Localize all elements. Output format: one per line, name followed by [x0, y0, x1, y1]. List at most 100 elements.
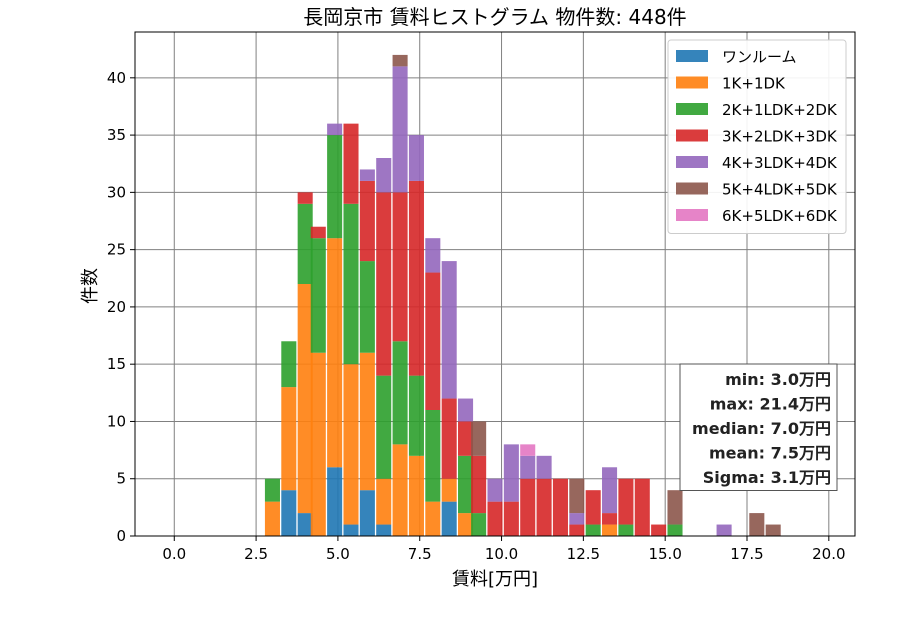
bar-segment-3K+2LDK+3DK [618, 478, 634, 525]
bar-segment-4K+3LDK+4DK [487, 478, 503, 502]
bar-segment-2K+1LDK+2DK [264, 478, 280, 502]
bar-segment-3K+2LDK+3DK [552, 478, 568, 536]
chart-title: 長岡京市 賃料ヒストグラム 物件数: 448件 [303, 5, 686, 29]
bar-segment-1K+1DK [441, 478, 457, 502]
legend-label: ワンルーム [722, 48, 797, 66]
legend-swatch [676, 103, 708, 115]
stats-line: median: 7.0万円 [692, 419, 831, 438]
bar-segment-5K+4LDK+5DK [749, 513, 765, 536]
bar-segment-3K+2LDK+3DK [441, 398, 457, 479]
bar-segment-4K+3LDK+4DK [716, 524, 732, 536]
bar-segment-3K+2LDK+3DK [651, 524, 667, 536]
x-tick-label: 2.5 [244, 545, 268, 563]
y-tick-label: 30 [107, 183, 126, 201]
bars-group [264, 54, 781, 536]
bar-segment-3K+2LDK+3DK [359, 180, 375, 262]
stats-frame [679, 363, 838, 491]
bar-segment-3K+2LDK+3DK [408, 180, 424, 376]
legend-swatch [676, 50, 708, 62]
y-tick-label: 20 [107, 298, 126, 316]
bar-segment-3K+2LDK+3DK [602, 513, 618, 525]
bar-segment-ワンルーム [297, 513, 313, 536]
stats-line: max: 21.4万円 [710, 395, 831, 414]
bar-segment-4K+3LDK+4DK [458, 398, 474, 422]
bar-segment-2K+1LDK+2DK [585, 524, 601, 536]
bar-segment-4K+3LDK+4DK [503, 444, 519, 502]
bar-segment-1K+1DK [602, 524, 618, 536]
plot-frame [134, 31, 856, 537]
y-axis-label: 件数 [80, 268, 101, 304]
legend-swatch [676, 182, 708, 195]
legend-label: 1K+1DK [722, 75, 786, 93]
x-tick-label: 20.0 [812, 545, 845, 563]
x-tick-label: 12.5 [567, 545, 600, 563]
stats-box: min: 3.0万円 max: 21.4万円 median: 7.0万円 mean: … [679, 363, 838, 491]
legend-label: 5K+4LDK+5DK [722, 181, 838, 199]
bar-segment-3K+2LDK+3DK [458, 421, 474, 456]
bar-segment-2K+1LDK+2DK [343, 203, 359, 365]
bar-segment-2K+1LDK+2DK [471, 513, 487, 536]
bar-segment-3K+2LDK+3DK [392, 192, 408, 342]
bar-segment-2K+1LDK+2DK [408, 375, 424, 456]
x-tick-label: 5.0 [326, 545, 350, 563]
bar-segment-3K+2LDK+3DK [569, 524, 585, 536]
bar-segment-5K+4LDK+5DK [569, 478, 585, 514]
bar-segment-3K+2LDK+3DK [585, 490, 601, 525]
bar-segment-4K+3LDK+4DK [536, 455, 552, 479]
bar-segment-ワンルーム [441, 501, 457, 536]
bar-segment-1K+1DK [264, 501, 280, 536]
bar-segment-2K+1LDK+2DK [618, 524, 634, 536]
bar-segment-1K+1DK [281, 387, 297, 491]
bar-segment-4K+3LDK+4DK [425, 238, 441, 273]
bar-segment-4K+3LDK+4DK [602, 467, 618, 514]
bar-segment-2K+1LDK+2DK [458, 455, 474, 514]
y-tick-label: 40 [107, 69, 126, 87]
bar-segment-2K+1LDK+2DK [281, 341, 297, 388]
bar-segment-3K+2LDK+3DK [376, 192, 392, 376]
x-axis-label: 賃料[万円] [452, 569, 538, 590]
bar-segment-4K+3LDK+4DK [441, 261, 457, 399]
legend-label: 4K+3LDK+4DK [722, 154, 838, 172]
stats-line: min: 3.0万円 [725, 370, 831, 389]
x-tick-label: 15.0 [648, 545, 681, 563]
bar-segment-4K+3LDK+4DK [359, 169, 375, 181]
bar-segment-5K+4LDK+5DK [765, 524, 781, 536]
legend-box [667, 39, 847, 234]
legend-label: 3K+2LDK+3DK [722, 128, 838, 146]
stats-line: Sigma: 3.1万円 [703, 468, 831, 487]
bar-segment-5K+4LDK+5DK [667, 490, 683, 525]
bar-segment-3K+2LDK+3DK [503, 501, 519, 536]
bar-segment-1K+1DK [297, 284, 313, 514]
bar-segment-1K+1DK [327, 238, 343, 468]
bar-segment-3K+2LDK+3DK [536, 478, 552, 536]
bar-segment-3K+2LDK+3DK [310, 226, 326, 239]
legend-swatch [676, 156, 708, 168]
bar-segment-3K+2LDK+3DK [487, 501, 503, 536]
bar-segment-1K+1DK [392, 444, 408, 536]
bar-segment-4K+3LDK+4DK [376, 158, 392, 193]
bar-segment-4K+3LDK+4DK [408, 135, 424, 181]
y-tick-label: 5 [116, 470, 126, 488]
legend-swatch [676, 129, 708, 142]
axes-group: 0.0 2.5 5.0 7.5 10.0 12.5 15.0 17.5 20.0 0 5 10 15 20… [107, 31, 856, 563]
bar-segment-1K+1DK [408, 455, 424, 536]
bar-segment-ワンルーム [359, 490, 375, 536]
bar-segment-2K+1LDK+2DK [297, 203, 313, 284]
bar-segment-ワンルーム [343, 524, 359, 536]
x-tick-label: 17.5 [730, 545, 763, 563]
bar-segment-2K+1LDK+2DK [667, 524, 683, 536]
bar-segment-2K+1LDK+2DK [392, 341, 408, 445]
bar-segment-5K+4LDK+5DK [471, 421, 487, 456]
bar-segment-1K+1DK [343, 364, 359, 525]
y-tick-label: 35 [107, 126, 126, 144]
x-tick-label: 7.5 [408, 545, 432, 563]
y-tick-label: 15 [107, 355, 126, 373]
bar-segment-ワンルーム [376, 524, 392, 536]
bar-segment-3K+2LDK+3DK [425, 272, 441, 410]
bar-segment-3K+2LDK+3DK [471, 455, 487, 514]
legend: ワンルーム 1K+1DK 2K+1LDK+2DK 3K+2LDK+3DK 4K+3LDK… [667, 39, 847, 234]
bar-segment-6K+5LDK+6DK [520, 444, 536, 456]
x-tick-label: 10.0 [485, 545, 518, 563]
y-tick-label: 0 [116, 527, 126, 545]
